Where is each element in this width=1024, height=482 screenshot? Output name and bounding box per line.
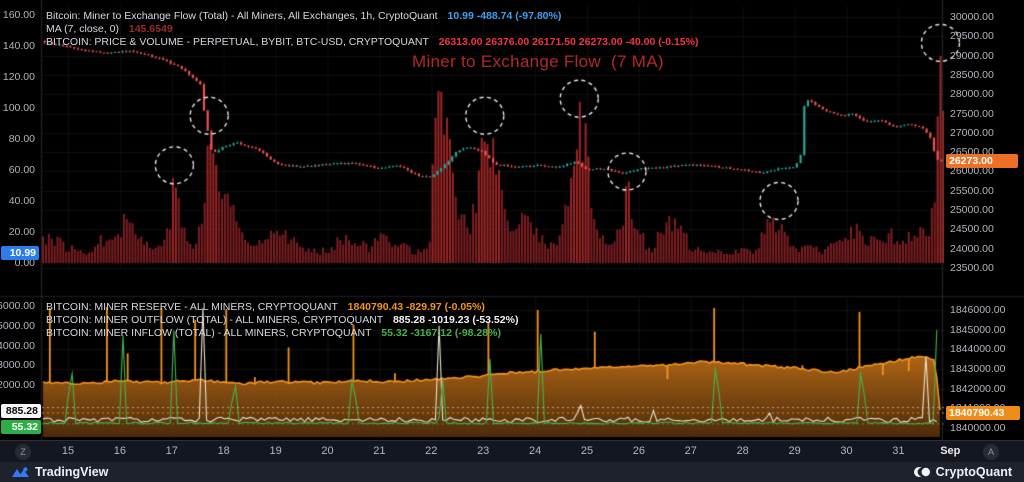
timezone-button[interactable]: Z bbox=[15, 444, 31, 460]
axis-tick-label: 100.00 bbox=[2, 102, 35, 114]
axis-tick-label: 27000.00 bbox=[950, 126, 994, 139]
legend-flow-label: Bitcoin: Miner to Exchange Flow (Total) … bbox=[46, 10, 438, 22]
axis-tick-label: 26000.00 bbox=[950, 165, 994, 178]
axis-tick-label: 160.00 bbox=[2, 9, 35, 21]
tradingview-logo-icon bbox=[12, 466, 29, 477]
price-value-badge: 26273.00 bbox=[946, 154, 1018, 168]
axis-tick-label: 28500.00 bbox=[950, 68, 994, 81]
legend-inflow-label: BITCOIN: MINER INFLOW (TOTAL) - ALL MINE… bbox=[46, 327, 372, 339]
axis-tick-label: 6000.00 bbox=[0, 300, 35, 312]
axis-tick-label: 60.00 bbox=[8, 164, 35, 176]
legend-flow-values: 10.99 -488.74 (-97.80%) bbox=[447, 10, 562, 22]
legend-row-flow[interactable]: Bitcoin: Miner to Exchange Flow (Total) … bbox=[46, 10, 698, 23]
outflow-value-badge: 885.28 bbox=[1, 404, 41, 418]
axis-tick-label: 1846000.00 bbox=[950, 303, 1006, 316]
axis-tick-label: 120.00 bbox=[2, 71, 35, 83]
axis-tick-label: 23500.00 bbox=[950, 262, 994, 274]
flow-left-axis[interactable]: 160.00 140.00 120.00 100.00 80.00 60.00 40.00 2… bbox=[0, 0, 38, 280]
price-right-axis[interactable]: 30000.00 29500.00 29000.00 28500.00 28000.00… bbox=[944, 0, 1024, 292]
date-tick-label: 21 bbox=[373, 445, 386, 457]
legend-row-ma[interactable]: MA (7, close, 0) 145.6549 bbox=[46, 23, 698, 36]
tradingview-brand[interactable]: TradingView bbox=[12, 465, 108, 479]
date-tick-label: Sep bbox=[940, 445, 961, 457]
axis-tick-label: 2000.00 bbox=[0, 379, 35, 391]
date-tick-label: 29 bbox=[788, 445, 801, 457]
date-tick-label: 17 bbox=[165, 445, 178, 457]
tradingview-label: TradingView bbox=[35, 465, 109, 479]
date-tick-label: 20 bbox=[321, 445, 334, 457]
legend-outflow-label: BITCOIN: MINER OUTFLOW (TOTAL) - ALL MIN… bbox=[46, 314, 384, 326]
date-tick-label: 25 bbox=[580, 445, 594, 457]
legend-row-inflow[interactable]: BITCOIN: MINER INFLOW (TOTAL) - ALL MINE… bbox=[46, 327, 518, 340]
axis-tick-label: 20.00 bbox=[8, 226, 35, 238]
date-tick-label: 27 bbox=[684, 445, 697, 457]
legend-inflow-values: 55.32 -3167.12 (-98.28%) bbox=[381, 327, 501, 339]
axis-tick-label: 4000.00 bbox=[0, 339, 35, 352]
date-tick-label: 30 bbox=[840, 445, 853, 457]
footer-bar: TradingView CryptoQuant bbox=[0, 462, 1024, 482]
axis-tick-label: 5000.00 bbox=[0, 319, 35, 332]
legend-ma-label: MA (7, close, 0) bbox=[46, 23, 119, 35]
axis-tick-label: 25000.00 bbox=[950, 204, 994, 217]
date-tick-label: 22 bbox=[425, 445, 438, 457]
legend-row-price[interactable]: BITCOIN: PRICE & VOLUME - PERPETUAL, BYB… bbox=[46, 36, 698, 49]
axis-tick-label: 25500.00 bbox=[950, 184, 994, 197]
axis-tick-label: 1842000.00 bbox=[950, 382, 1006, 395]
axis-tick-label: 3000.00 bbox=[0, 359, 35, 372]
inflow-value-badge: 55.32 bbox=[1, 420, 41, 434]
date-tick-label: 16 bbox=[113, 445, 127, 457]
cryptoquant-brand[interactable]: CryptoQuant bbox=[913, 465, 1012, 479]
axis-tick-label: 27500.00 bbox=[950, 107, 994, 120]
axis-tick-label: 80.00 bbox=[8, 133, 35, 145]
axis-tick-label: 140.00 bbox=[2, 40, 35, 52]
axis-tick-label: 1845000.00 bbox=[950, 323, 1006, 336]
flow-value-badge: 10.99 bbox=[1, 246, 39, 260]
cryptoquant-logo-icon bbox=[913, 467, 930, 477]
date-tick-label: 24 bbox=[528, 445, 542, 457]
time-axis[interactable]: Z A 15 16 17 18 19 20 21 22 23 24 25 26 27 28 29 30 31 Se… bbox=[0, 440, 1024, 462]
legend-outflow-values: 885.28 -1019.23 (-53.52%) bbox=[392, 314, 519, 326]
flow-bottom-left-axis[interactable]: 6000.00 5000.00 4000.00 3000.00 2000.00 bbox=[0, 296, 38, 440]
axis-tick-label: 28000.00 bbox=[950, 88, 994, 101]
top-panel-legend: Bitcoin: Miner to Exchange Flow (Total) … bbox=[46, 10, 698, 49]
reserve-value-badge: 1840790.43 bbox=[946, 406, 1020, 420]
legend-price-values: 26313.00 26376.00 26171.50 26273.00 -40.… bbox=[438, 36, 699, 48]
date-tick-label: 15 bbox=[61, 445, 75, 457]
bottom-panel-legend: BITCOIN: MINER RESERVE - ALL MINERS, CRY… bbox=[46, 301, 518, 340]
axis-tick-label: 24500.00 bbox=[950, 223, 994, 236]
date-tick-label: 18 bbox=[217, 445, 230, 457]
axis-tick-label: 30000.00 bbox=[950, 11, 994, 23]
axis-tick-label: 1840000.00 bbox=[950, 422, 1006, 434]
date-tick-label: 19 bbox=[269, 445, 282, 457]
auto-scale-button[interactable]: A bbox=[983, 444, 999, 460]
legend-price-label: BITCOIN: PRICE & VOLUME - PERPETUAL, BYB… bbox=[46, 36, 429, 48]
axis-tick-label: 29000.00 bbox=[950, 49, 994, 62]
cryptoquant-label: CryptoQuant bbox=[935, 465, 1012, 479]
axis-tick-label: 1843000.00 bbox=[950, 362, 1006, 375]
legend-row-outflow[interactable]: BITCOIN: MINER OUTFLOW (TOTAL) - ALL MIN… bbox=[46, 314, 518, 327]
legend-reserve-values: 1840790.43 -829.97 (-0.05%) bbox=[347, 301, 485, 313]
axis-tick-label: 24000.00 bbox=[950, 242, 994, 255]
legend-ma-values: 145.6549 bbox=[128, 23, 173, 35]
miner-flow-annotation: Miner to Exchange Flow (7 MA) bbox=[412, 52, 664, 71]
axis-tick-label: 29500.00 bbox=[950, 30, 994, 43]
axis-tick-label: 0.00 bbox=[14, 257, 35, 269]
date-tick-label: 28 bbox=[736, 445, 749, 457]
date-tick-label: 23 bbox=[477, 445, 490, 457]
legend-reserve-label: BITCOIN: MINER RESERVE - ALL MINERS, CRY… bbox=[46, 301, 338, 313]
date-tick-label: 31 bbox=[892, 445, 905, 457]
legend-row-reserve[interactable]: BITCOIN: MINER RESERVE - ALL MINERS, CRY… bbox=[46, 301, 518, 314]
axis-tick-label: 40.00 bbox=[8, 195, 35, 207]
charts-canvas[interactable] bbox=[0, 0, 1024, 440]
date-tick-label: 26 bbox=[632, 445, 646, 457]
axis-tick-label: 1844000.00 bbox=[950, 343, 1006, 356]
